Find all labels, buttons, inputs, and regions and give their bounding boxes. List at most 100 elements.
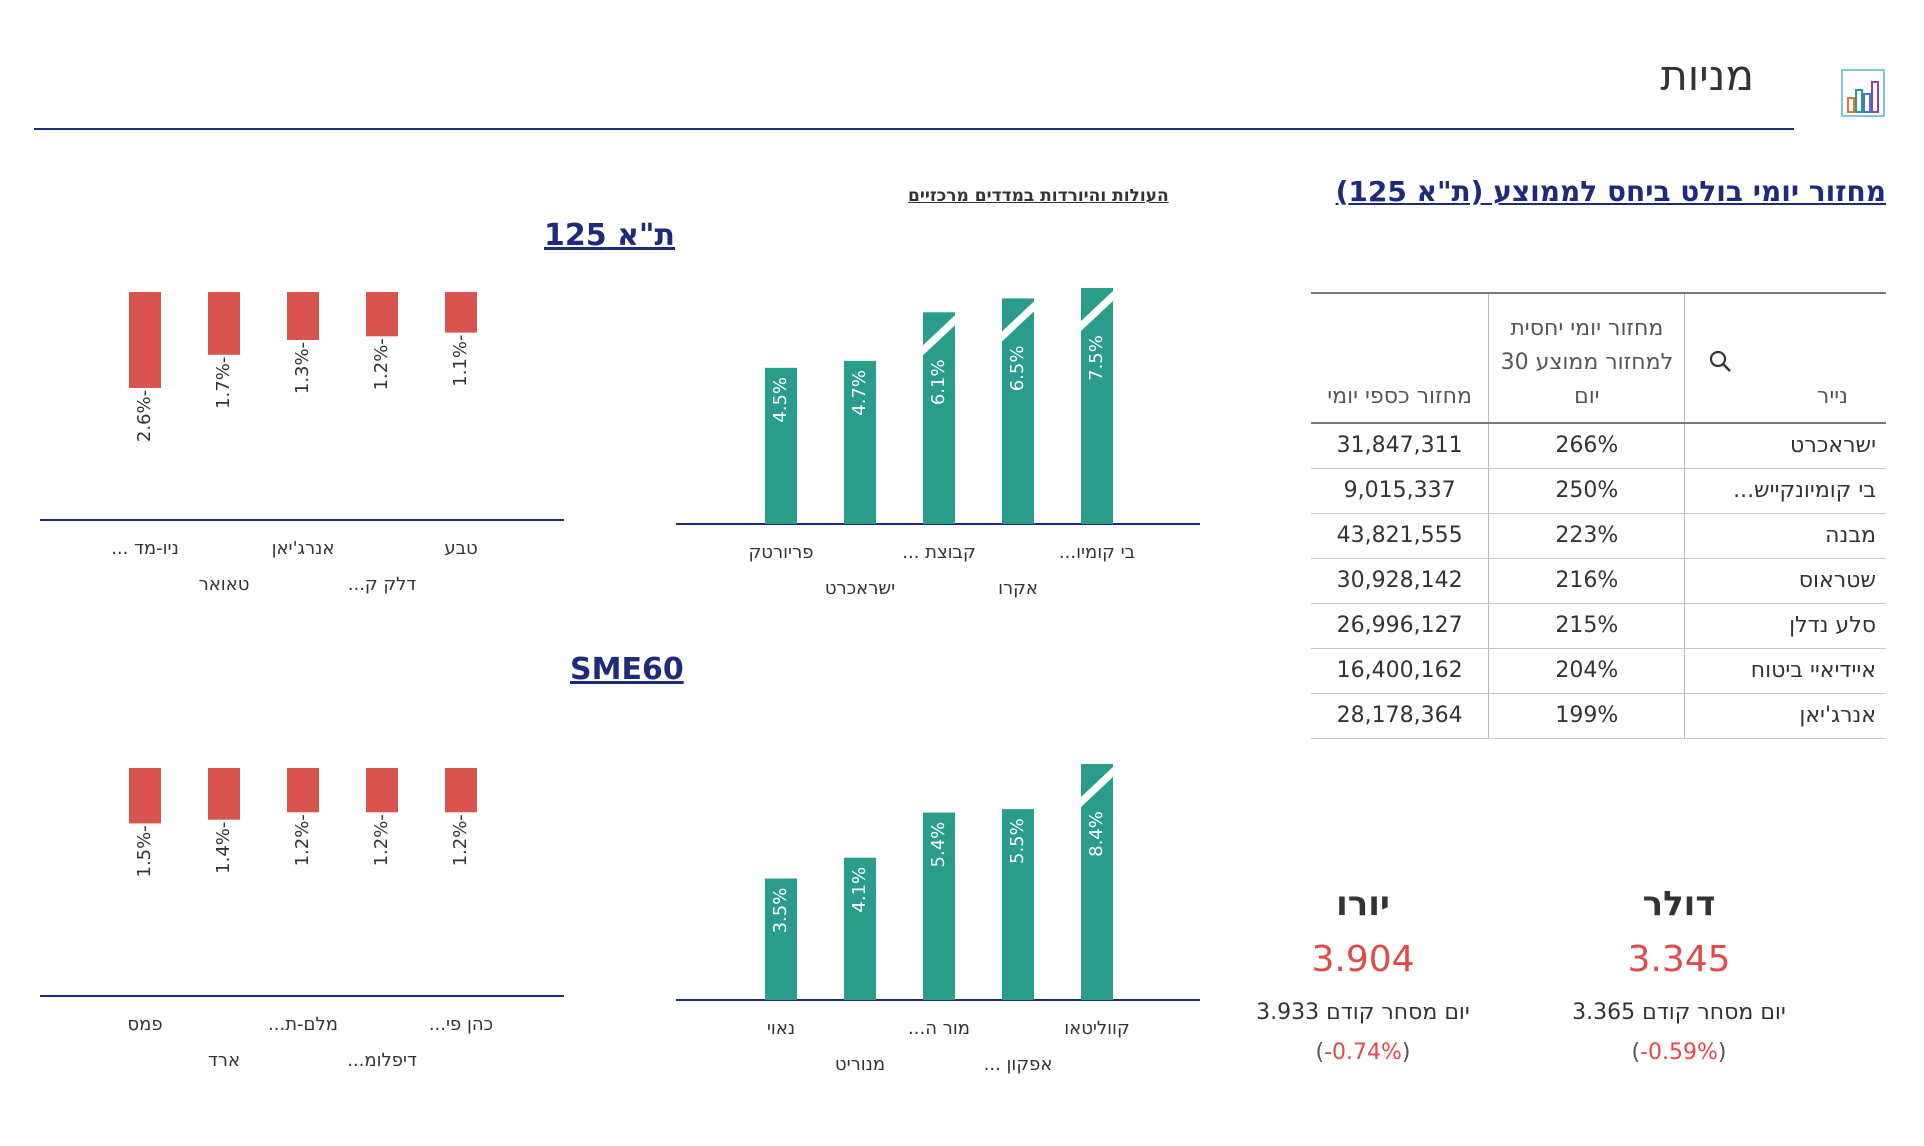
bar-category-label: ארד (208, 1050, 240, 1071)
bar-value-label: -1.2% (292, 814, 313, 866)
bar-break-mark (922, 314, 956, 357)
bar-value-label: 7.5% (1086, 335, 1107, 381)
change-percent: 0.59%- (1640, 1040, 1718, 1065)
change-line: (0.59%-) (1631, 1040, 1727, 1065)
change-line: (0.74%-) (1315, 1040, 1411, 1065)
chart-bar (129, 768, 161, 824)
currency-rate: 3.345 (1627, 939, 1731, 980)
charts-subtitle-link[interactable]: העולות והיורדות במדדים מרכזיים (908, 186, 1169, 206)
cell-name[interactable]: אנרג'יאן (1684, 693, 1886, 739)
bar-break-mark (1080, 290, 1114, 332)
bar-category-label: ישראכרט (825, 578, 895, 599)
chart-bar (287, 292, 319, 340)
table-header-row: נייר מחזור יומי יחסית למחזור ממוצע 30 יו… (1311, 292, 1886, 424)
cell-cash: 30,928,142 (1311, 558, 1490, 604)
index-title-sme60[interactable]: SME60 (570, 652, 684, 687)
chart-bar (287, 768, 319, 813)
bar-value-label: 8.4% (1086, 811, 1107, 857)
cell-name[interactable]: שטראוס (1684, 558, 1886, 604)
cell-relative: 266% (1488, 423, 1686, 469)
table-row[interactable]: בי קומיונקייש... 250% 9,015,337 (1311, 468, 1886, 514)
cell-relative: 223% (1488, 513, 1686, 559)
turnover-section-title[interactable]: מחזור יומי בולט ביחס לממוצע (ת"א 125) (1335, 175, 1886, 208)
search-icon[interactable] (1707, 348, 1733, 374)
bar-category-label: ניו-מד ... (111, 538, 179, 559)
previous-day-value: 3.933 (1256, 1000, 1320, 1025)
column-header-name[interactable]: נייר (1684, 292, 1886, 424)
bar-break-mark (1080, 766, 1114, 808)
bar-value-label: 4.7% (849, 370, 870, 416)
bar-value-label: 4.1% (849, 867, 870, 913)
bar-value-label: -1.7% (213, 357, 234, 409)
table-row[interactable]: ישראכרט 266% 31,847,311 (1311, 423, 1886, 469)
bar-value-label: -1.1% (450, 334, 471, 386)
chart-bar (366, 292, 398, 337)
cell-name[interactable]: איידיאיי ביטוח (1684, 648, 1886, 694)
chart-bar (765, 878, 797, 1000)
bar-value-label: -1.3% (292, 342, 313, 394)
cell-cash: 26,996,127 (1311, 603, 1490, 649)
cell-cash: 43,821,555 (1311, 513, 1490, 559)
bar-category-label: מנוריט (835, 1054, 885, 1075)
bar-category-label: טאואר (199, 574, 250, 595)
column-header-cash[interactable]: מחזור כספי יומי (1311, 292, 1490, 424)
page-title: מניות (1660, 51, 1754, 100)
bar-category-label: פמס (127, 1014, 162, 1035)
bar-value-label: 4.5% (770, 377, 791, 423)
chart-ta125-losers: -1.1% טבע -1.2% דלק ק... -1.3% אנרג'יאן -1.7% ט… (40, 292, 564, 595)
currency-name: דולר (1642, 884, 1716, 924)
turnover-table: נייר מחזור יומי יחסית למחזור ממוצע 30 יו… (1311, 292, 1886, 739)
cell-name[interactable]: ישראכרט (1684, 423, 1886, 469)
column-header-relative[interactable]: מחזור יומי יחסית למחזור ממוצע 30 יום (1488, 292, 1686, 424)
bar-category-label: מור ה... (908, 1018, 970, 1039)
index-title-ta125[interactable]: ת"א 125 (544, 218, 676, 253)
chart-sme60-losers: -1.2% כהן פי... -1.2% דיפלומ... -1.2% מלם-ת..… (40, 768, 564, 1071)
bar-value-label: -1.4% (213, 822, 234, 874)
previous-day-value: 3.365 (1572, 1000, 1636, 1025)
bar-category-label: אקרו (998, 578, 1038, 599)
previous-day-line: יום מסחר קודם 3.933 (1238, 996, 1488, 1030)
bar-value-label: 5.4% (928, 822, 949, 868)
bar-value-label: 5.5% (1007, 818, 1028, 864)
bar-value-label: -1.2% (450, 814, 471, 866)
chart-bar (208, 292, 240, 355)
chart-bar (765, 367, 797, 524)
chart-bar (923, 812, 955, 1000)
bar-category-label: אנרג'יאן (272, 538, 335, 559)
table-row[interactable]: סלע נדלן 215% 26,996,127 (1311, 603, 1886, 649)
cell-cash: 9,015,337 (1311, 468, 1490, 514)
chart-bar (445, 768, 477, 813)
bar-category-label: אפקון ... (984, 1054, 1053, 1075)
table-row[interactable]: שטראוס 216% 30,928,142 (1311, 558, 1886, 604)
bar-value-label: -1.2% (371, 338, 392, 390)
bar-value-label: -1.5% (134, 825, 155, 877)
currency-name: יורו (1336, 884, 1390, 924)
cell-name[interactable]: מבנה (1684, 513, 1886, 559)
bar-value-label: 6.5% (1007, 346, 1028, 392)
header-divider (34, 128, 1794, 130)
cell-cash: 28,178,364 (1311, 693, 1490, 739)
bar-value-label: -1.2% (371, 814, 392, 866)
bar-category-label: כהן פי... (429, 1014, 493, 1035)
previous-day-line: יום מסחר קודם 3.365 (1554, 996, 1804, 1030)
bar-value-label: 3.5% (770, 888, 791, 934)
currency-card-usd: דולר 3.345 יום מסחר קודם 3.365 (0.59%-) (1554, 880, 1804, 1070)
cell-relative: 199% (1488, 693, 1686, 739)
chart-ta125-gainers: 7.5% בי קומיו... 6.5% אקרו 6.1% קבוצת ... 4.7%… (676, 288, 1200, 599)
cell-name[interactable]: בי קומיונקייש... (1684, 468, 1886, 514)
bar-category-label: קווליטאו (1064, 1018, 1129, 1039)
chart-bar (366, 768, 398, 813)
chart-bar (129, 292, 161, 388)
table-row[interactable]: אנרג'יאן 199% 28,178,364 (1311, 693, 1886, 739)
table-row[interactable]: מבנה 223% 43,821,555 (1311, 513, 1886, 559)
previous-day-label: יום מסחר קודם (1642, 1000, 1786, 1025)
bar-category-label: בי קומיו... (1059, 542, 1135, 563)
table-row[interactable]: איידיאיי ביטוח 204% 16,400,162 (1311, 648, 1886, 694)
chart-bar (1081, 764, 1113, 1000)
cell-name[interactable]: סלע נדלן (1684, 603, 1886, 649)
bar-category-label: פריורטק (749, 542, 814, 563)
cell-relative: 216% (1488, 558, 1686, 604)
bar-value-label: -2.6% (134, 390, 155, 442)
chart-bar (208, 768, 240, 820)
currency-rate: 3.904 (1311, 939, 1415, 980)
